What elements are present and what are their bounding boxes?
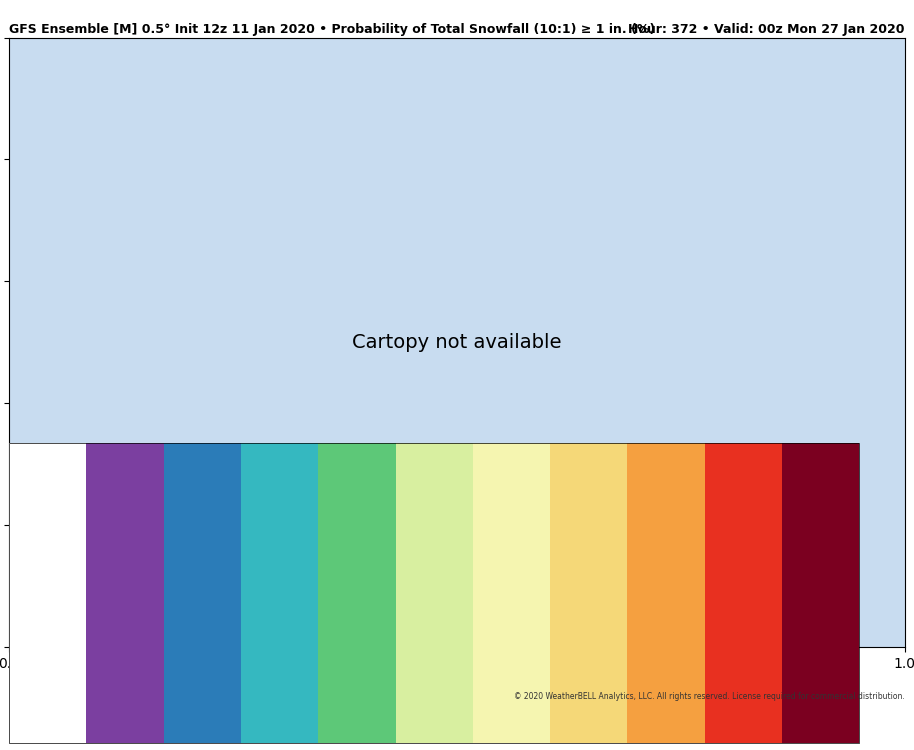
Text: Hour: 372 • Valid: 00z Mon 27 Jan 2020: Hour: 372 • Valid: 00z Mon 27 Jan 2020 (628, 22, 905, 35)
Text: © 2020 WeatherBELL Analytics, LLC. All rights reserved. License required for com: © 2020 WeatherBELL Analytics, LLC. All r… (514, 692, 905, 701)
Text: WeatherBELL: WeatherBELL (22, 702, 69, 708)
Text: GFS Ensemble [M] 0.5° Init 12z 11 Jan 2020 • Probability of Total Snowfall (10:1: GFS Ensemble [M] 0.5° Init 12z 11 Jan 20… (9, 22, 655, 35)
Text: Cartopy not available: Cartopy not available (352, 333, 562, 352)
